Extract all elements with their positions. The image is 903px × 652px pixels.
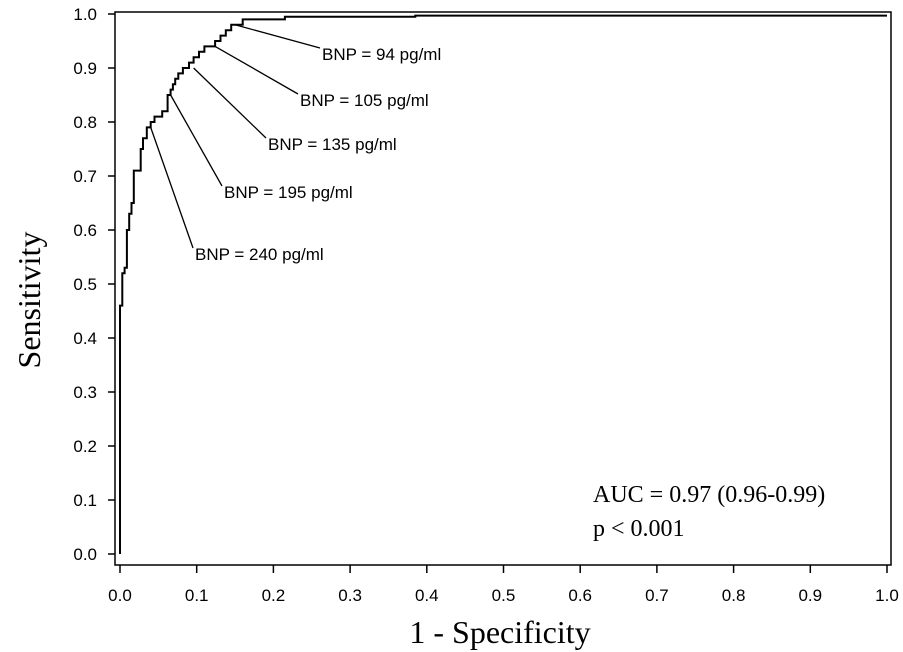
- annotation-label: BNP = 94 pg/ml: [322, 45, 441, 64]
- x-tick-label: 0.2: [262, 586, 286, 605]
- y-tick-label: 0.2: [73, 437, 97, 456]
- annotation-leader-line: [170, 94, 223, 187]
- annotation-label: BNP = 135 pg/ml: [268, 135, 397, 154]
- y-tick-label: 1.0: [73, 5, 97, 24]
- y-tick-label: 0.3: [73, 383, 97, 402]
- x-tick-label: 0.0: [108, 586, 132, 605]
- y-tick-label: 0.8: [73, 113, 97, 132]
- annotation-label: BNP = 240 pg/ml: [195, 245, 324, 264]
- x-tick-label: 0.4: [415, 586, 439, 605]
- x-axis-title: 1 - Specificity: [409, 614, 590, 650]
- auc-stat-text: AUC = 0.97 (0.96-0.99): [593, 482, 825, 508]
- x-tick-label: 0.3: [338, 586, 362, 605]
- annotation-leader-line: [214, 45, 299, 95]
- x-tick-label: 0.9: [798, 586, 822, 605]
- y-tick-label: 0.0: [73, 545, 97, 564]
- y-tick-label: 0.9: [73, 59, 97, 78]
- annotation-leader-line: [193, 67, 267, 139]
- y-tick-label: 0.1: [73, 491, 97, 510]
- y-tick-label: 0.5: [73, 275, 97, 294]
- x-tick-label: 0.6: [568, 586, 592, 605]
- p-value-text: p < 0.001: [593, 516, 685, 542]
- x-tick-label: 1.0: [875, 586, 899, 605]
- y-tick-label: 0.7: [73, 167, 97, 186]
- x-tick-labels: 0.0 0.1 0.2 0.3 0.4 0.5 0.6 0.7 0.8 0.9 …: [108, 586, 899, 605]
- roc-curve-line: [119, 14, 887, 554]
- annotation-label: BNP = 105 pg/ml: [300, 91, 429, 110]
- annotation-label: BNP = 195 pg/ml: [224, 183, 353, 202]
- x-tick-label: 0.5: [492, 586, 516, 605]
- y-tick-label: 0.6: [73, 221, 97, 240]
- x-tick-label: 0.1: [185, 586, 209, 605]
- annotation-leader-line: [234, 24, 321, 49]
- annotation-leader-line: [150, 127, 194, 249]
- y-axis-title: Sensitivity: [11, 232, 47, 369]
- x-tick-label: 0.8: [722, 586, 746, 605]
- x-tick-label: 0.7: [645, 586, 669, 605]
- y-tick-labels: 0.0 0.1 0.2 0.3 0.4 0.5 0.6 0.7 0.8 0.9 …: [73, 5, 97, 564]
- y-tick-label: 0.4: [73, 329, 97, 348]
- axis-ticks: [108, 13, 888, 573]
